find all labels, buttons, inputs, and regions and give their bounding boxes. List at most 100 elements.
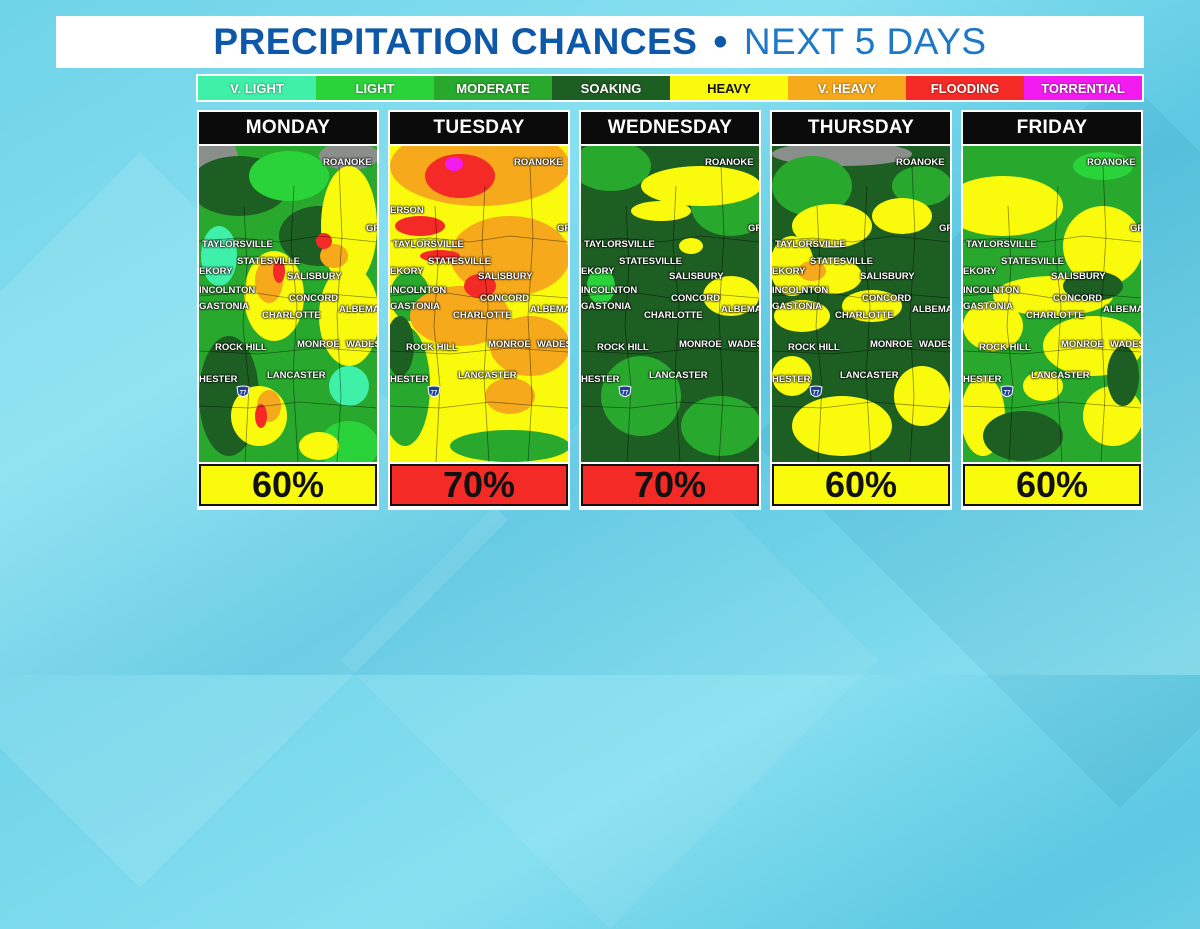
city-label-concord: CONCORD xyxy=(862,293,912,304)
radar-echo xyxy=(410,286,510,346)
precip-chance: 60% xyxy=(199,464,377,506)
county-boundary xyxy=(390,235,568,243)
radar-echo xyxy=(792,204,872,248)
city-label-monroe: MONROE xyxy=(1061,339,1104,350)
county-boundary xyxy=(909,165,916,462)
city-label-taylorsville: TAYLORSVILLE xyxy=(584,239,655,250)
radar-echo xyxy=(319,266,377,366)
city-label-monroe: MONROE xyxy=(679,339,722,350)
radar-echo xyxy=(892,166,950,206)
radar-echo xyxy=(842,290,902,322)
radar-echo xyxy=(872,198,932,234)
day-panel: THURSDAY ROANOKE GRE TAYLORSVILLE STATESVILL… xyxy=(770,110,952,510)
radar-echo xyxy=(273,259,285,283)
city-label-lancaster: LANCASTER xyxy=(840,370,899,381)
city-label-concord: CONCORD xyxy=(1053,293,1103,304)
radar-echo xyxy=(798,261,826,281)
interstate-number: 77 xyxy=(1004,391,1011,397)
radar-echo xyxy=(1023,371,1063,401)
radar-echo xyxy=(201,226,237,286)
county-boundary xyxy=(1100,165,1107,462)
radar-field xyxy=(581,146,759,462)
radar-echo xyxy=(299,432,339,460)
day-name: TUESDAY xyxy=(390,112,568,144)
county-boundary xyxy=(242,205,250,462)
interstate-number: 77 xyxy=(813,391,820,397)
city-label-roanoke: ROANOKE xyxy=(514,157,563,168)
city-label-lancaster: LANCASTER xyxy=(458,370,517,381)
city-label-statesville: STATESVILLE xyxy=(619,256,682,267)
county-boundary xyxy=(963,235,1141,243)
county-boundary xyxy=(581,291,759,299)
county-boundary xyxy=(481,185,490,462)
city-label-taylorsville: TAYLORSVILLE xyxy=(393,239,464,250)
day-name: MONDAY xyxy=(199,112,377,144)
city-label-roanoke: ROANOKE xyxy=(896,157,945,168)
city-label-rock-hill: ROCK HILL xyxy=(597,342,649,353)
city-label-gastonia: GASTONIA xyxy=(772,301,822,312)
city-label-roanoke: ROANOKE xyxy=(1087,157,1136,168)
county-boundary xyxy=(581,347,759,355)
city-label-gre: GRE xyxy=(939,223,950,234)
city-label-gastonia: GASTONIA xyxy=(390,301,440,312)
radar-echo xyxy=(774,300,830,332)
city-label-albemarle: ALBEMA xyxy=(530,304,568,315)
radar-echo xyxy=(601,356,681,436)
radar-echo xyxy=(420,250,460,262)
interstate-shield-icon: 77 xyxy=(618,385,632,397)
county-boundary xyxy=(963,401,1141,409)
county-boundary xyxy=(815,205,823,462)
radar-echo xyxy=(316,233,332,249)
city-label-albemarle: ALBEMAR xyxy=(1103,304,1141,315)
city-label-rock-hill: ROCK HILL xyxy=(215,342,267,353)
radar-echo xyxy=(983,411,1063,461)
city-label-rock-hill: ROCK HILL xyxy=(788,342,840,353)
city-label-wadesboro: WADES xyxy=(1110,339,1141,350)
city-label-salisbury: SALISBURY xyxy=(287,271,342,282)
city-label-wadesboro: WADES xyxy=(346,339,377,350)
city-label-monroe: MONROE xyxy=(297,339,340,350)
city-label-gre: GRE xyxy=(366,223,377,234)
city-label-statesville: STATESVILLE xyxy=(237,256,300,267)
precip-map: ROANOKE GRE TAYLORSVILLE STATESVILLE EKORY SA… xyxy=(772,146,950,462)
precip-chance: 70% xyxy=(390,464,568,506)
city-label-salisbury: SALISBURY xyxy=(860,271,915,282)
radar-echo xyxy=(320,244,348,268)
radar-echo xyxy=(587,268,615,304)
city-label-lincolnton: INCOLNTON xyxy=(772,285,829,296)
city-label-charlotte: CHARLOTTE xyxy=(453,310,512,321)
city-label-ekory: EKORY xyxy=(772,266,806,277)
city-label-taylorsville: TAYLORSVILLE xyxy=(775,239,846,250)
city-label-monroe: MONROE xyxy=(870,339,913,350)
title-separator: • xyxy=(713,19,728,64)
radar-echo xyxy=(631,201,691,221)
radar-echo xyxy=(319,146,377,170)
city-label-taylorsville: TAYLORSVILLE xyxy=(202,239,273,250)
precip-map: ROANOKE GRE TAYLORSVILLE STATESVILLE EKORY SA… xyxy=(581,146,759,462)
county-boundary xyxy=(963,347,1141,355)
radar-echo xyxy=(963,301,1023,351)
county-boundary xyxy=(772,235,950,243)
title-main: PRECIPITATION CHANCES xyxy=(213,21,698,62)
city-label-salisbury: SALISBURY xyxy=(1051,271,1106,282)
radar-echo xyxy=(450,430,568,462)
radar-echo xyxy=(894,366,950,426)
city-label-charlotte: CHARLOTTE xyxy=(644,310,703,321)
precip-chance: 70% xyxy=(581,464,759,506)
day-panel: MONDAY ROANOKE GRE TAYLORSVILLE STATESVILLE E… xyxy=(197,110,379,510)
radar-echo xyxy=(703,276,759,316)
county-boundary xyxy=(863,185,872,462)
precip-map: ROANOKE GRE TAYLORSVILLE STATESVILLE EKORY SA… xyxy=(963,146,1141,462)
legend-item: MODERATE xyxy=(434,76,552,100)
city-label-statesville: STATESVILLE xyxy=(810,256,873,267)
interstate-number: 77 xyxy=(431,391,438,397)
county-boundary xyxy=(290,185,299,462)
county-boundary xyxy=(624,205,632,462)
city-label-statesville: STATESVILLE xyxy=(1001,256,1064,267)
county-boundary xyxy=(390,401,568,409)
radar-echo xyxy=(390,316,414,376)
county-boundary xyxy=(963,291,1141,299)
radar-echo xyxy=(425,154,495,198)
city-label-gastonia: GASTONIA xyxy=(199,301,249,312)
radar-echo xyxy=(679,238,703,254)
